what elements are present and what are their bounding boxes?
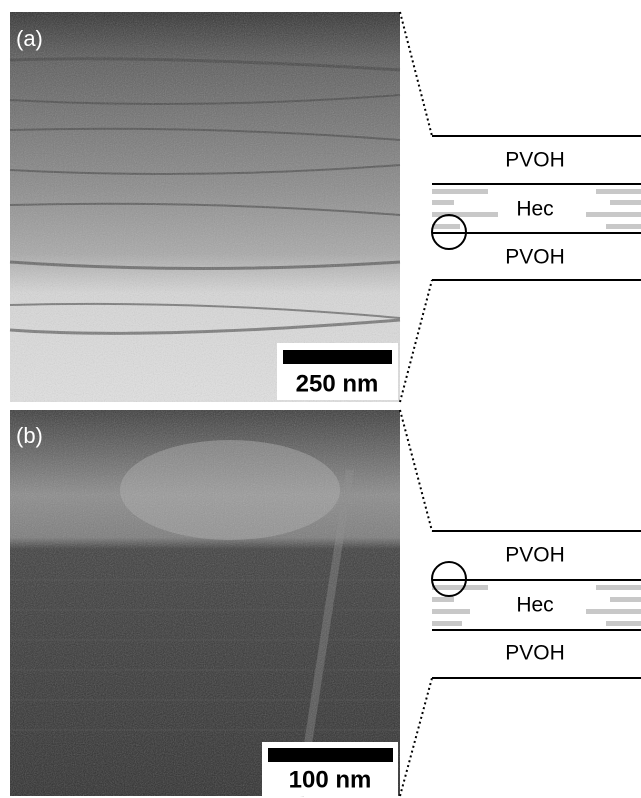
tem-image-a: (a) 250 nm xyxy=(10,12,400,402)
zoom-line xyxy=(400,678,432,796)
clay-platelets xyxy=(586,212,641,217)
layer-label: PVOH xyxy=(505,544,565,567)
layer-label: Hec xyxy=(516,198,553,221)
clay-platelets xyxy=(432,621,462,626)
zoom-line xyxy=(400,280,432,402)
clay-platelets xyxy=(606,621,641,626)
figure: (a) 250 nm (b) 100 nm xyxy=(0,0,641,798)
layer-label: PVOH xyxy=(505,642,565,665)
scale-bar-label: 250 nm xyxy=(296,370,379,397)
clay-platelets xyxy=(596,585,641,590)
scale-bar xyxy=(283,350,392,364)
panel-label: (b) xyxy=(16,423,43,448)
image-noise xyxy=(10,410,400,796)
clay-platelets xyxy=(432,585,488,590)
clay-platelets xyxy=(432,597,454,602)
clay-platelets xyxy=(610,200,641,205)
clay-platelets xyxy=(606,224,641,229)
clay-platelets xyxy=(586,609,641,614)
schematic-a: PVOH Hec PVOH xyxy=(400,12,641,402)
clay-platelets xyxy=(596,189,641,194)
clay-platelets xyxy=(610,597,641,602)
clay-platelets xyxy=(432,224,460,229)
zoom-line xyxy=(400,12,432,136)
layer-label: PVOH xyxy=(505,246,565,269)
clay-platelets xyxy=(432,609,470,614)
clay-platelets xyxy=(432,189,488,194)
layer-label: PVOH xyxy=(505,149,565,172)
zoom-line xyxy=(400,410,432,531)
layer-label: Hec xyxy=(516,594,553,617)
schematic-b: PVOH Hec PVOH xyxy=(400,410,641,796)
panel-label: (a) xyxy=(16,26,43,51)
clay-platelets xyxy=(432,200,454,205)
tem-image-b: (b) 100 nm xyxy=(10,410,400,796)
scale-bar-label: 100 nm xyxy=(289,766,372,793)
scale-bar xyxy=(268,748,393,762)
